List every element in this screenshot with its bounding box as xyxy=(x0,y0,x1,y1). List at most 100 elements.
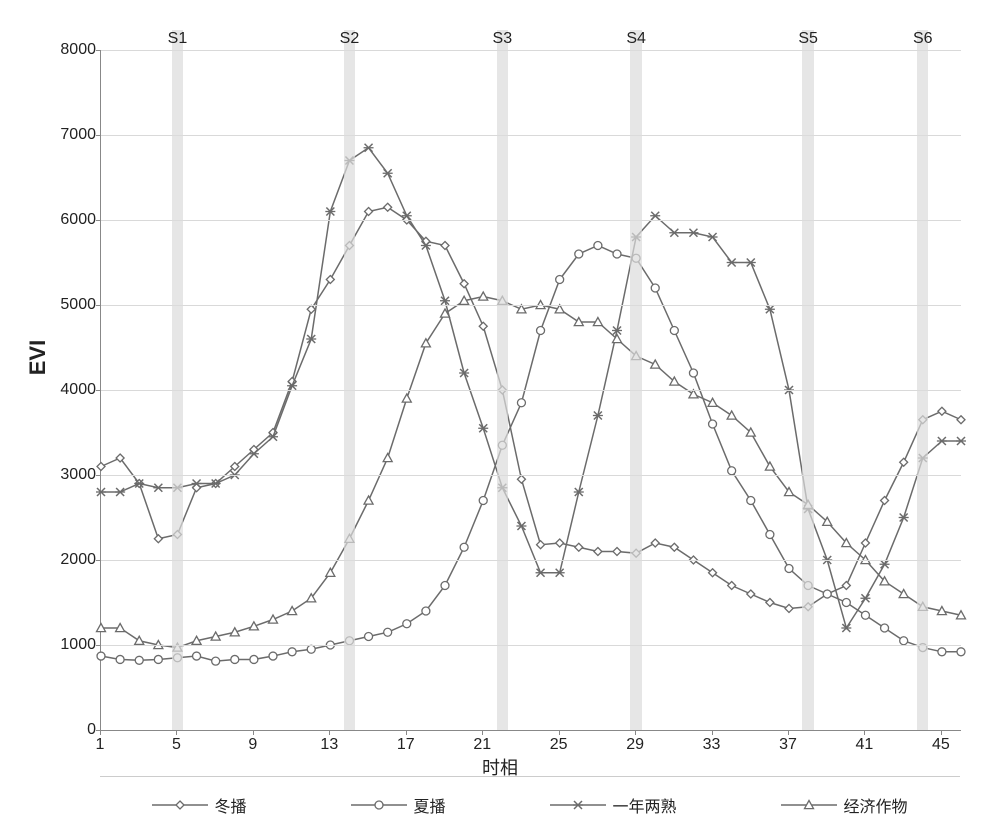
x-tick-mark xyxy=(788,730,789,735)
y-tick-mark xyxy=(96,305,101,306)
x-tick-label: 41 xyxy=(849,736,879,754)
series-marker-winter xyxy=(785,604,793,612)
gridline xyxy=(101,50,961,51)
x-tick-mark xyxy=(635,730,636,735)
series-marker-winter xyxy=(441,242,449,250)
series-marker-winter xyxy=(728,582,736,590)
series-marker-double xyxy=(516,522,526,530)
time-band xyxy=(344,30,355,730)
series-marker-double xyxy=(153,484,163,492)
series-marker-economic xyxy=(269,615,278,623)
series-marker-summer xyxy=(193,652,201,660)
series-marker-summer xyxy=(135,656,143,664)
series-marker-winter xyxy=(842,582,850,590)
series-marker-summer xyxy=(422,607,430,615)
series-marker-summer xyxy=(651,284,659,292)
evi-chart: EVI S1S2S3S4S5S6 时相 冬播夏播一年两熟经济作物 0100020… xyxy=(20,20,980,815)
series-marker-economic xyxy=(383,454,392,462)
series-marker-summer xyxy=(709,420,717,428)
x-tick-label: 29 xyxy=(620,736,650,754)
y-tick-mark xyxy=(96,645,101,646)
y-tick-label: 4000 xyxy=(36,381,96,399)
series-marker-summer xyxy=(116,655,124,663)
x-tick-mark xyxy=(941,730,942,735)
series-marker-double xyxy=(669,229,679,237)
y-tick-mark xyxy=(96,475,101,476)
y-tick-mark xyxy=(96,390,101,391)
gridline xyxy=(101,390,961,391)
series-marker-summer xyxy=(537,327,545,335)
legend-swatch xyxy=(351,795,407,815)
x-tick-label: 5 xyxy=(161,736,191,754)
time-band-label: S5 xyxy=(788,30,828,48)
x-tick-mark xyxy=(482,730,483,735)
series-marker-double xyxy=(650,212,660,220)
y-axis-label: EVI xyxy=(25,340,51,375)
time-band-label: S6 xyxy=(903,30,943,48)
series-marker-winter xyxy=(861,539,869,547)
series-marker-summer xyxy=(823,590,831,598)
gridline xyxy=(101,475,961,476)
series-marker-summer xyxy=(594,242,602,250)
series-marker-summer xyxy=(269,652,277,660)
series-marker-summer xyxy=(861,611,869,619)
series-marker-winter xyxy=(957,416,965,424)
x-tick-mark xyxy=(253,730,254,735)
legend-swatch xyxy=(152,795,208,815)
series-marker-summer xyxy=(517,399,525,407)
time-band xyxy=(917,30,928,730)
series-marker-economic xyxy=(135,636,144,644)
series-marker-summer xyxy=(556,276,564,284)
x-tick-mark xyxy=(559,730,560,735)
x-tick-label: 1 xyxy=(85,736,115,754)
series-marker-economic xyxy=(899,590,908,598)
y-tick-label: 7000 xyxy=(36,126,96,144)
time-band xyxy=(630,30,641,730)
series-marker-double xyxy=(956,437,966,445)
series-marker-double xyxy=(708,233,718,241)
series-marker-winter xyxy=(575,543,583,551)
series-marker-economic xyxy=(708,398,717,406)
series-marker-summer xyxy=(250,655,258,663)
y-tick-label: 6000 xyxy=(36,211,96,229)
series-marker-summer xyxy=(613,250,621,258)
series-marker-winter xyxy=(709,569,717,577)
x-tick-mark xyxy=(100,730,101,735)
series-line-economic xyxy=(101,297,961,648)
series-marker-economic xyxy=(765,462,774,470)
series-marker-double xyxy=(746,259,756,267)
time-band xyxy=(172,30,183,730)
series-marker-summer xyxy=(97,652,105,660)
series-marker-double xyxy=(536,569,546,577)
x-tick-mark xyxy=(864,730,865,735)
x-tick-label: 17 xyxy=(391,736,421,754)
series-marker-winter xyxy=(460,280,468,288)
series-marker-winter xyxy=(537,541,545,549)
legend-swatch xyxy=(550,795,606,815)
legend-item-double: 一年两熟 xyxy=(550,793,676,817)
time-band xyxy=(497,30,508,730)
series-marker-winter xyxy=(556,539,564,547)
series-marker-economic xyxy=(479,292,488,300)
series-marker-summer xyxy=(479,497,487,505)
series-marker-double xyxy=(860,594,870,602)
series-marker-summer xyxy=(288,648,296,656)
series-marker-winter xyxy=(307,305,315,313)
series-marker-summer xyxy=(957,648,965,656)
series-marker-winter xyxy=(938,407,946,415)
series-marker-winter xyxy=(193,484,201,492)
series-marker-economic xyxy=(421,339,430,347)
series-marker-summer xyxy=(900,637,908,645)
series-marker-winter xyxy=(747,590,755,598)
gridline xyxy=(101,560,961,561)
legend: 冬播夏播一年两熟经济作物 xyxy=(100,776,960,825)
series-marker-economic xyxy=(651,360,660,368)
series-marker-double xyxy=(96,488,106,496)
series-marker-economic xyxy=(326,568,335,576)
time-band-label: S4 xyxy=(616,30,656,48)
series-marker-summer xyxy=(231,655,239,663)
x-tick-label: 25 xyxy=(544,736,574,754)
legend-label: 夏播 xyxy=(413,793,445,817)
series-marker-double xyxy=(727,259,737,267)
legend-label: 一年两熟 xyxy=(612,793,676,817)
